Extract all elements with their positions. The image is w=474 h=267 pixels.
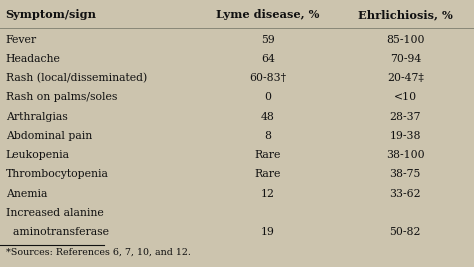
Text: 20-47‡: 20-47‡ (387, 73, 424, 83)
Text: 28-37: 28-37 (390, 112, 421, 121)
Text: 59: 59 (261, 35, 275, 45)
Text: 19: 19 (261, 227, 275, 237)
Text: <10: <10 (394, 92, 417, 102)
Text: Lyme disease, %: Lyme disease, % (216, 9, 319, 20)
Text: 38-100: 38-100 (386, 150, 425, 160)
Text: 85-100: 85-100 (386, 35, 425, 45)
Text: 33-62: 33-62 (390, 189, 421, 198)
Text: 8: 8 (264, 131, 271, 141)
Text: 70-94: 70-94 (390, 54, 421, 64)
Text: 48: 48 (261, 112, 275, 121)
Text: Leukopenia: Leukopenia (6, 150, 70, 160)
Text: 12: 12 (261, 189, 275, 198)
Text: Headache: Headache (6, 54, 61, 64)
Text: Increased alanine: Increased alanine (6, 208, 103, 218)
Text: Ehrlichiosis, %: Ehrlichiosis, % (358, 9, 453, 20)
Text: 38-75: 38-75 (390, 169, 421, 179)
Text: 0: 0 (264, 92, 271, 102)
Text: Fever: Fever (6, 35, 37, 45)
Text: Rare: Rare (255, 150, 281, 160)
Text: Rare: Rare (255, 169, 281, 179)
Text: aminotransferase: aminotransferase (6, 227, 109, 237)
Text: 19-38: 19-38 (390, 131, 421, 141)
Text: 50-82: 50-82 (390, 227, 421, 237)
Text: Anemia: Anemia (6, 189, 47, 198)
Text: Symptom/sign: Symptom/sign (6, 9, 97, 20)
Text: Rash on palms/soles: Rash on palms/soles (6, 92, 117, 102)
Text: *Sources: References 6, 7, 10, and 12.: *Sources: References 6, 7, 10, and 12. (6, 248, 191, 257)
Text: Arthralgias: Arthralgias (6, 112, 67, 121)
Text: 64: 64 (261, 54, 275, 64)
Text: 60-83†: 60-83† (249, 73, 286, 83)
Text: Rash (local/disseminated): Rash (local/disseminated) (6, 73, 147, 84)
Text: Thrombocytopenia: Thrombocytopenia (6, 169, 109, 179)
Text: Abdominal pain: Abdominal pain (6, 131, 92, 141)
